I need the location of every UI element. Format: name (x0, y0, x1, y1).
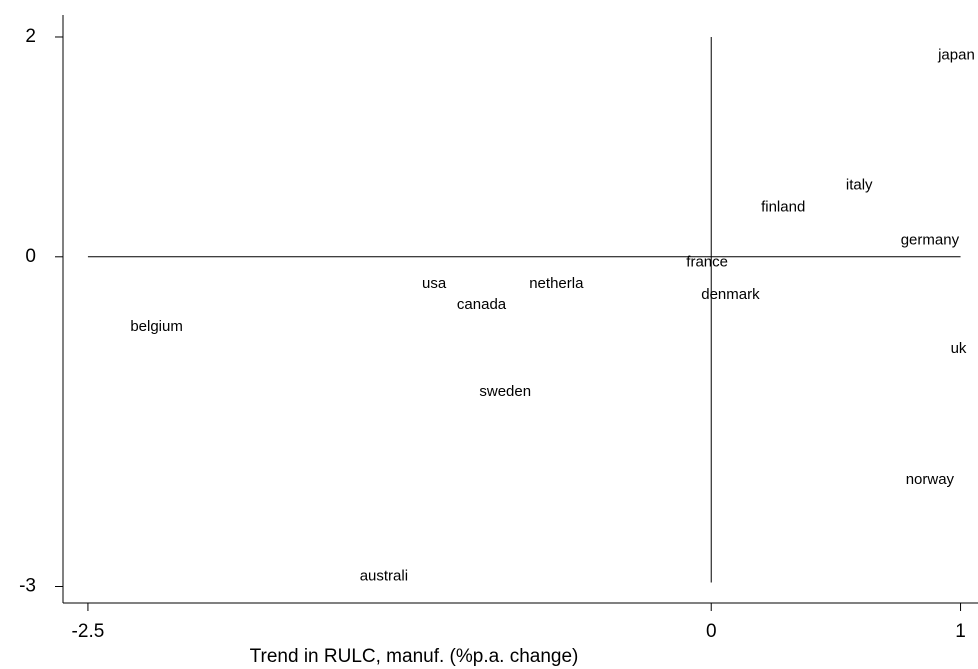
x-tick-label: -2.5 (72, 621, 105, 642)
point-label: sweden (479, 383, 531, 400)
y-tick-label: -3 (19, 576, 36, 597)
point: canada (457, 296, 507, 313)
point-label: usa (422, 275, 447, 292)
point-label: finland (761, 198, 805, 215)
point-label: uk (951, 340, 967, 357)
point-label: australi (360, 568, 408, 585)
point-label: germany (901, 231, 960, 248)
point: netherla (529, 275, 584, 292)
point: australi (360, 568, 408, 585)
point-label: belgium (130, 318, 183, 335)
point: germany (901, 231, 960, 248)
point: sweden (479, 383, 531, 400)
y-tick-label: 2 (25, 26, 36, 47)
point-label: norway (906, 471, 955, 488)
point: belgium (130, 318, 183, 335)
point: uk (951, 340, 967, 357)
x-tick-label: 1 (955, 621, 966, 642)
point: usa (422, 275, 447, 292)
point-label: japan (937, 47, 975, 64)
point: denmark (701, 286, 760, 303)
point-label: denmark (701, 286, 760, 303)
x-tick-label: 0 (706, 621, 717, 642)
y-tick-label: 0 (25, 246, 36, 267)
point: finland (761, 198, 805, 215)
point-label: france (686, 253, 728, 270)
point: france (686, 253, 728, 270)
point: italy (846, 176, 873, 193)
x-axis-title: Trend in RULC, manuf. (%p.a. change) (250, 646, 579, 667)
point-label: italy (846, 176, 873, 193)
point: norway (906, 471, 955, 488)
point: japan (937, 47, 975, 64)
point-label: netherla (529, 275, 584, 292)
point-label: canada (457, 296, 507, 313)
